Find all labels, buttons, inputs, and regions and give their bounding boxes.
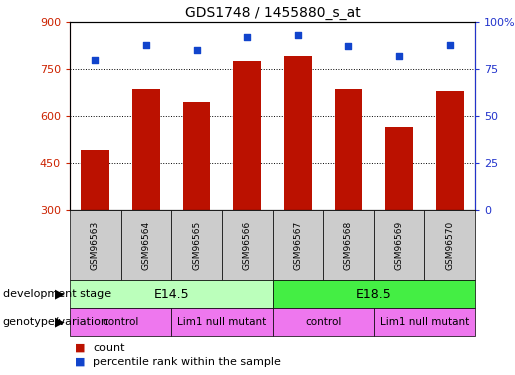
Bar: [70, 210, 121, 280]
Text: E14.5: E14.5: [153, 288, 189, 300]
Text: Lim1 null mutant: Lim1 null mutant: [177, 317, 266, 327]
Point: [445, 42, 454, 48]
Point: [294, 32, 302, 38]
Text: ■: ■: [75, 343, 85, 353]
Bar: [233, 61, 261, 210]
Bar: [272, 210, 323, 280]
Text: ▶: ▶: [55, 315, 65, 328]
Bar: [284, 57, 312, 210]
Point: [142, 42, 150, 48]
Bar: [81, 150, 109, 210]
Text: genotype/variation: genotype/variation: [3, 317, 109, 327]
Bar: [222, 210, 272, 280]
Bar: [374, 308, 475, 336]
Point: [345, 44, 353, 50]
Text: count: count: [93, 343, 125, 353]
Text: GSM96563: GSM96563: [91, 220, 100, 270]
Text: E18.5: E18.5: [356, 288, 391, 300]
Point: [395, 53, 403, 59]
Point: [193, 47, 201, 53]
Text: GSM96564: GSM96564: [142, 220, 150, 270]
Bar: [171, 308, 272, 336]
Bar: [272, 280, 475, 308]
Point: [243, 34, 251, 40]
Bar: [374, 210, 424, 280]
Text: ▶: ▶: [55, 288, 65, 300]
Bar: [70, 280, 272, 308]
Text: GSM96568: GSM96568: [344, 220, 353, 270]
Text: control: control: [102, 317, 139, 327]
Text: GSM96567: GSM96567: [294, 220, 302, 270]
Text: GSM96565: GSM96565: [192, 220, 201, 270]
Text: control: control: [305, 317, 341, 327]
Bar: [171, 210, 222, 280]
Bar: [70, 308, 171, 336]
Text: Lim1 null mutant: Lim1 null mutant: [380, 317, 469, 327]
Point: [91, 57, 99, 63]
Text: ■: ■: [75, 357, 85, 367]
Bar: [272, 308, 374, 336]
Bar: [323, 210, 374, 280]
Text: GSM96566: GSM96566: [243, 220, 252, 270]
Bar: [385, 127, 413, 210]
Bar: [335, 89, 363, 210]
Bar: [121, 210, 171, 280]
Text: GSM96569: GSM96569: [394, 220, 404, 270]
Bar: [183, 102, 211, 210]
Text: percentile rank within the sample: percentile rank within the sample: [93, 357, 281, 367]
Bar: [132, 89, 160, 210]
Title: GDS1748 / 1455880_s_at: GDS1748 / 1455880_s_at: [184, 6, 360, 20]
Bar: [424, 210, 475, 280]
Text: development stage: development stage: [3, 289, 111, 299]
Bar: [436, 91, 464, 210]
Text: GSM96570: GSM96570: [445, 220, 454, 270]
